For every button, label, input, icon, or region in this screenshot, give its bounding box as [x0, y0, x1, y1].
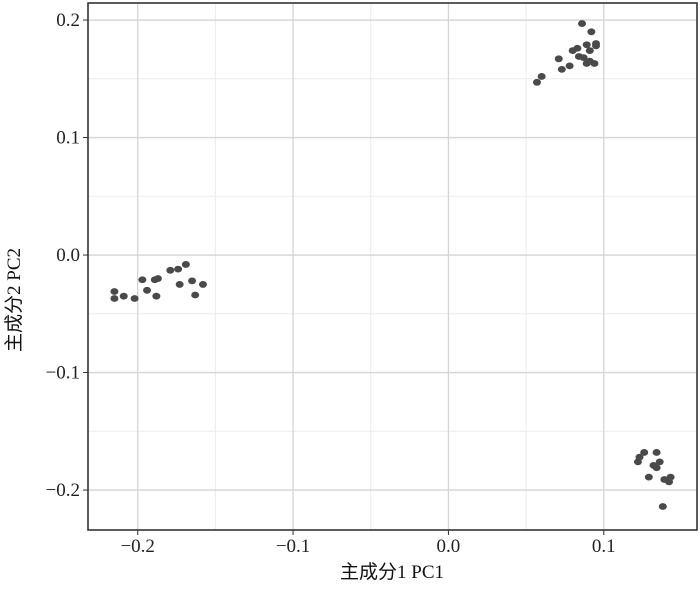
point	[191, 291, 200, 299]
point	[590, 60, 599, 67]
x-tick-label: −0.2	[120, 536, 154, 557]
point	[655, 458, 664, 466]
point	[652, 449, 661, 456]
point	[143, 286, 152, 294]
point	[644, 473, 653, 481]
point	[582, 60, 591, 67]
point	[152, 292, 161, 300]
y-axis-label: 主成分2 PC2	[3, 248, 25, 352]
y-tick-label: −0.1	[46, 363, 80, 384]
point	[166, 266, 175, 274]
point	[568, 47, 577, 54]
y-tick-label: −0.2	[46, 480, 80, 501]
point	[175, 281, 184, 288]
point	[578, 20, 587, 27]
y-tick-label: 0.1	[56, 128, 80, 149]
point	[579, 54, 588, 62]
point	[198, 281, 207, 288]
point	[119, 292, 128, 300]
point	[640, 449, 649, 456]
plot-border	[87, 2, 698, 531]
point	[153, 275, 162, 282]
point	[557, 65, 566, 73]
point	[110, 288, 119, 295]
point	[110, 295, 119, 302]
x-axis-label: 主成分1 PC1	[340, 561, 444, 583]
point	[592, 42, 601, 50]
point	[652, 464, 661, 472]
point	[174, 265, 183, 273]
point	[130, 295, 139, 302]
point	[587, 28, 596, 36]
point	[658, 503, 667, 510]
y-tick-label: 0.0	[56, 245, 80, 266]
point	[188, 277, 197, 285]
point	[138, 276, 147, 284]
x-tick-label: 0.0	[437, 536, 461, 557]
y-tick-label: 0.2	[56, 10, 80, 31]
point	[582, 41, 591, 49]
point	[181, 261, 190, 268]
x-tick-label: −0.1	[276, 536, 310, 557]
point	[666, 473, 675, 481]
point	[537, 73, 546, 80]
point	[554, 55, 563, 63]
point	[565, 62, 574, 70]
point	[532, 78, 541, 86]
point	[633, 458, 642, 466]
x-tick-label: 0.1	[592, 536, 616, 557]
point	[585, 47, 594, 54]
